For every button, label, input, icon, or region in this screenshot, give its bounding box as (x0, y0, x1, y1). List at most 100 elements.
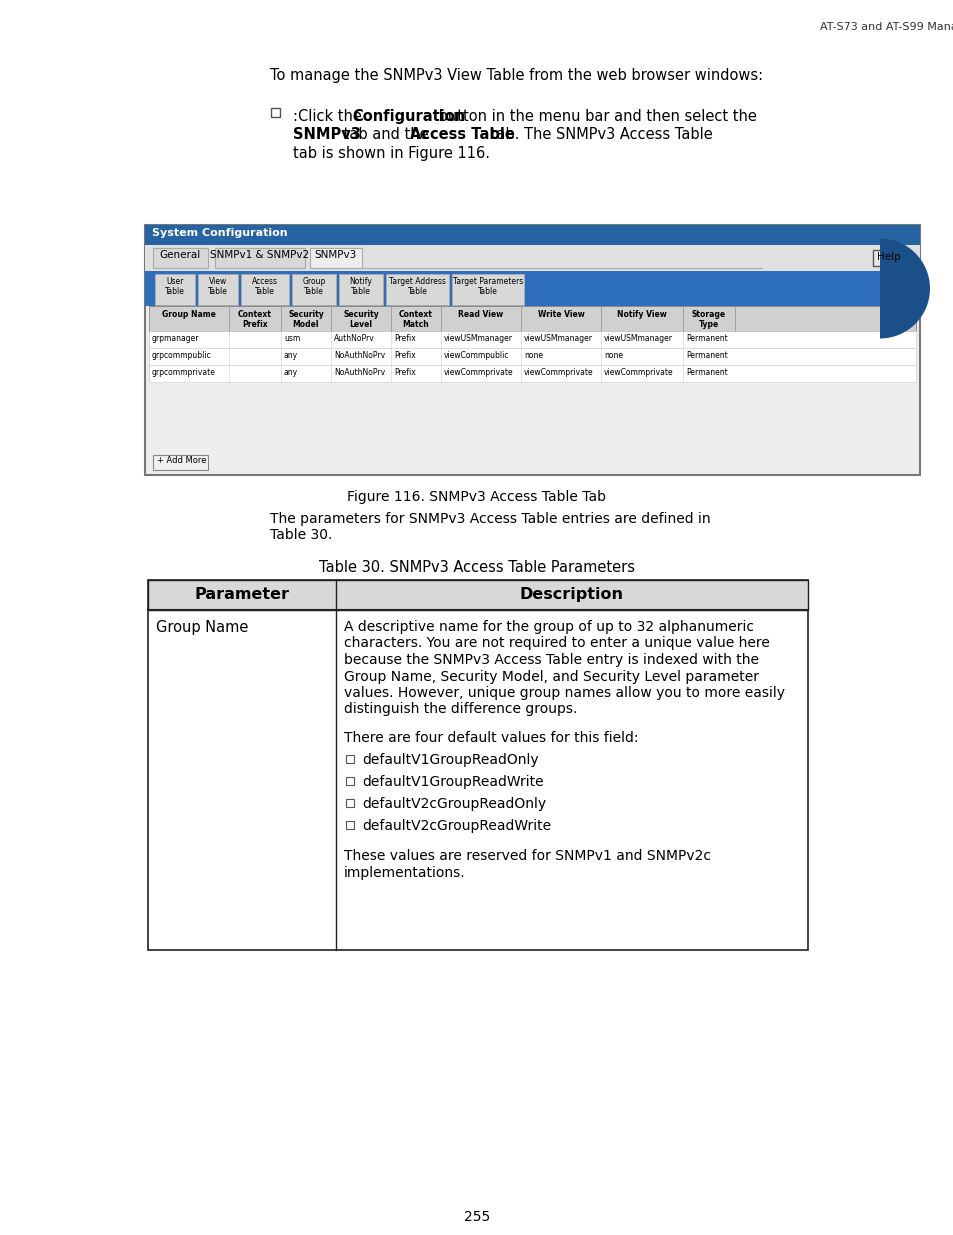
Text: Group Name, Security Model, and Security Level parameter: Group Name, Security Model, and Security… (344, 669, 759, 683)
Text: General: General (159, 249, 200, 261)
Text: AuthNoPrv: AuthNoPrv (334, 333, 375, 343)
Text: Target Address
Table: Target Address Table (389, 277, 445, 296)
Text: tab and the: tab and the (338, 127, 433, 142)
Text: none: none (523, 351, 542, 359)
Text: Access
Table: Access Table (252, 277, 277, 296)
Text: Prefix: Prefix (394, 368, 416, 377)
Text: characters. You are not required to enter a unique value here: characters. You are not required to ente… (344, 636, 769, 651)
Text: Table 30. SNMPv3 Access Table Parameters: Table 30. SNMPv3 Access Table Parameters (318, 559, 635, 576)
Text: Context
Match: Context Match (398, 310, 433, 330)
Text: Security
Model: Security Model (288, 310, 323, 330)
Text: tab is shown in Figure 116.: tab is shown in Figure 116. (293, 146, 490, 161)
Text: Group Name: Group Name (162, 310, 215, 319)
Text: NoAuthNoPrv: NoAuthNoPrv (334, 351, 385, 359)
Text: defaultV2cGroupReadWrite: defaultV2cGroupReadWrite (361, 819, 551, 832)
Bar (338, 274, 382, 305)
Text: SNMPv3: SNMPv3 (314, 249, 356, 261)
Text: any: any (284, 368, 297, 377)
Text: Parameter: Parameter (194, 587, 289, 601)
Text: any: any (284, 351, 297, 359)
Text: viewCommprivate: viewCommprivate (603, 368, 673, 377)
Text: View
Table: View Table (208, 277, 228, 296)
Text: Notify
Table: Notify Table (349, 277, 372, 296)
Bar (292, 274, 335, 305)
Text: Access Table: Access Table (410, 127, 515, 142)
Bar (152, 248, 208, 268)
Text: AT-S73 and AT-S99 Management Software User’s Guide: AT-S73 and AT-S99 Management Software Us… (820, 22, 953, 32)
Text: Prefix: Prefix (394, 333, 416, 343)
Text: tab. The SNMPv3 Access Table: tab. The SNMPv3 Access Table (485, 127, 712, 142)
Text: viewCommprivate: viewCommprivate (523, 368, 593, 377)
Text: because the SNMPv3 Access Table entry is indexed with the: because the SNMPv3 Access Table entry is… (344, 653, 759, 667)
Text: Storage
Type: Storage Type (691, 310, 725, 330)
Text: 255: 255 (463, 1210, 490, 1224)
Bar (271, 107, 280, 117)
Text: Read View: Read View (458, 310, 503, 319)
Text: viewUSMmanager: viewUSMmanager (523, 333, 593, 343)
Text: Prefix: Prefix (394, 351, 416, 359)
Text: viewUSMmanager: viewUSMmanager (603, 333, 672, 343)
Text: Table 30.: Table 30. (270, 529, 332, 542)
Bar (198, 274, 237, 305)
Text: SNMPv3: SNMPv3 (293, 127, 360, 142)
Bar (145, 225, 919, 475)
Text: usm: usm (284, 333, 300, 343)
Text: defaultV1GroupReadWrite: defaultV1GroupReadWrite (361, 776, 543, 789)
Text: grpcommprivate: grpcommprivate (152, 368, 215, 377)
Bar (346, 777, 354, 785)
Bar (145, 270, 919, 306)
Bar (149, 306, 915, 331)
Text: grpcommpublic: grpcommpublic (152, 351, 212, 359)
Text: A descriptive name for the group of up to 32 alphanumeric: A descriptive name for the group of up t… (344, 620, 753, 634)
Text: System Configuration: System Configuration (152, 228, 287, 238)
Bar (346, 821, 354, 829)
Bar (145, 245, 919, 270)
Bar (386, 274, 449, 305)
Text: distinguish the difference groups.: distinguish the difference groups. (344, 703, 577, 716)
Text: + Add More: + Add More (157, 456, 206, 466)
Bar (148, 580, 807, 610)
Bar (152, 454, 208, 471)
Text: Configuration: Configuration (352, 109, 465, 124)
Bar (346, 755, 354, 763)
Text: Permanent: Permanent (685, 368, 727, 377)
Text: defaultV2cGroupReadOnly: defaultV2cGroupReadOnly (361, 797, 545, 811)
Bar (149, 366, 915, 382)
Text: defaultV1GroupReadOnly: defaultV1GroupReadOnly (361, 753, 538, 767)
Text: Permanent: Permanent (685, 351, 727, 359)
Text: To manage the SNMPv3 View Table from the web browser windows:: To manage the SNMPv3 View Table from the… (270, 68, 762, 83)
Text: These values are reserved for SNMPv1 and SNMPv2c: These values are reserved for SNMPv1 and… (344, 848, 710, 863)
Text: Group
Table: Group Table (302, 277, 325, 296)
Bar (346, 799, 354, 806)
Bar (148, 580, 807, 950)
Text: Security
Level: Security Level (343, 310, 378, 330)
Bar (149, 331, 915, 348)
Text: Help: Help (876, 252, 900, 262)
Bar (145, 225, 919, 245)
Text: Context
Prefix: Context Prefix (238, 310, 272, 330)
Text: SNMPv1 & SNMPv2: SNMPv1 & SNMPv2 (211, 249, 309, 261)
Text: Write View: Write View (537, 310, 584, 319)
Text: Group Name: Group Name (156, 620, 248, 635)
Text: grpmanager: grpmanager (152, 333, 199, 343)
Bar (310, 248, 361, 268)
Text: Notify View: Notify View (617, 310, 666, 319)
Text: button in the menu bar and then select the: button in the menu bar and then select t… (434, 109, 756, 124)
Text: implementations.: implementations. (344, 866, 465, 879)
Bar (154, 274, 194, 305)
Wedge shape (879, 238, 929, 338)
Text: values. However, unique group names allow you to more easily: values. However, unique group names allo… (344, 685, 784, 700)
Text: viewCommpublic: viewCommpublic (443, 351, 509, 359)
Text: Target Parameters
Table: Target Parameters Table (453, 277, 522, 296)
Text: User
Table: User Table (165, 277, 185, 296)
Text: viewUSMmanager: viewUSMmanager (443, 333, 513, 343)
Text: Permanent: Permanent (685, 333, 727, 343)
Text: none: none (603, 351, 622, 359)
Text: Figure 116. SNMPv3 Access Table Tab: Figure 116. SNMPv3 Access Table Tab (347, 490, 606, 504)
Bar (452, 274, 523, 305)
Text: NoAuthNoPrv: NoAuthNoPrv (334, 368, 385, 377)
Bar (241, 274, 289, 305)
Bar (149, 348, 915, 366)
Text: Description: Description (519, 587, 623, 601)
Text: The parameters for SNMPv3 Access Table entries are defined in: The parameters for SNMPv3 Access Table e… (270, 513, 710, 526)
